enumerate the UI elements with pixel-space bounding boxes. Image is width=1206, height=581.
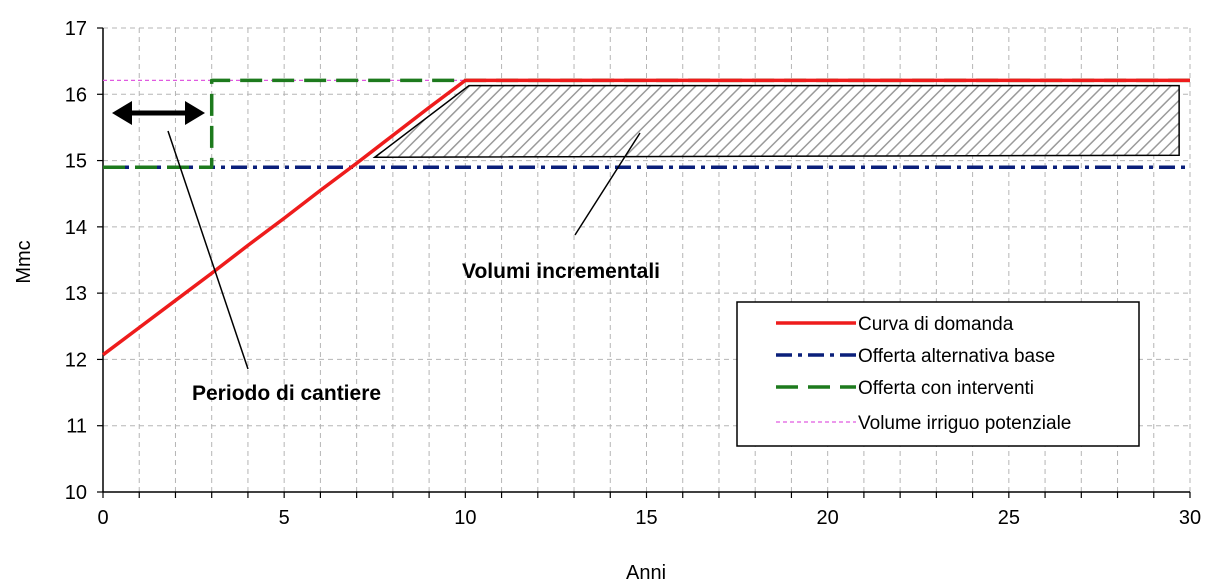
x-tick-label: 15 xyxy=(635,507,657,529)
y-tick-label: 15 xyxy=(65,151,87,173)
y-tick-label: 14 xyxy=(65,217,87,239)
construction-period-arrow xyxy=(112,101,205,125)
legend-label-offerta-alternativa-base: Offerta alternativa base xyxy=(858,346,1055,367)
incremental-volume-area xyxy=(372,84,1180,159)
legend-label-curva-di-domanda: Curva di domanda xyxy=(858,314,1014,335)
legend-label-volume-irriguo-potenziale: Volume irriguo potenziale xyxy=(858,413,1071,434)
tick-labels: 0 5 10 15 20 25 30 10 11 12 13 14 15 16 17 xyxy=(65,18,1201,529)
y-tick-label: 17 xyxy=(65,18,87,40)
y-tick-label: 12 xyxy=(65,349,87,371)
leader-line-periodo xyxy=(167,130,249,370)
x-axis-title: Anni xyxy=(626,562,666,581)
y-axis-title: Mmc xyxy=(13,240,35,283)
y-tick-label: 10 xyxy=(65,482,87,504)
axes xyxy=(97,27,1191,498)
annotation-periodo-di-cantiere: Periodo di cantiere xyxy=(192,382,381,405)
annotation-volumi-incrementali: Volumi incrementali xyxy=(462,260,660,283)
x-tick-label: 5 xyxy=(279,507,290,529)
y-tick-label: 16 xyxy=(65,84,87,106)
series-line-curva-di-domanda xyxy=(101,78,1190,357)
legend-label-offerta-con-interventi: Offerta con interventi xyxy=(858,378,1034,399)
legend: Curva di domanda Offerta alternativa bas… xyxy=(736,301,1140,447)
y-tick-label: 11 xyxy=(66,416,87,438)
series-layer xyxy=(101,78,1190,357)
y-tick-label: 13 xyxy=(65,283,87,305)
leader-line-volumi xyxy=(574,132,641,236)
x-tick-label: 10 xyxy=(454,507,476,529)
x-tick-label: 20 xyxy=(817,507,839,529)
x-tick-label: 0 xyxy=(97,507,108,529)
x-tick-label: 30 xyxy=(1179,507,1201,529)
x-tick-label: 25 xyxy=(998,507,1020,529)
